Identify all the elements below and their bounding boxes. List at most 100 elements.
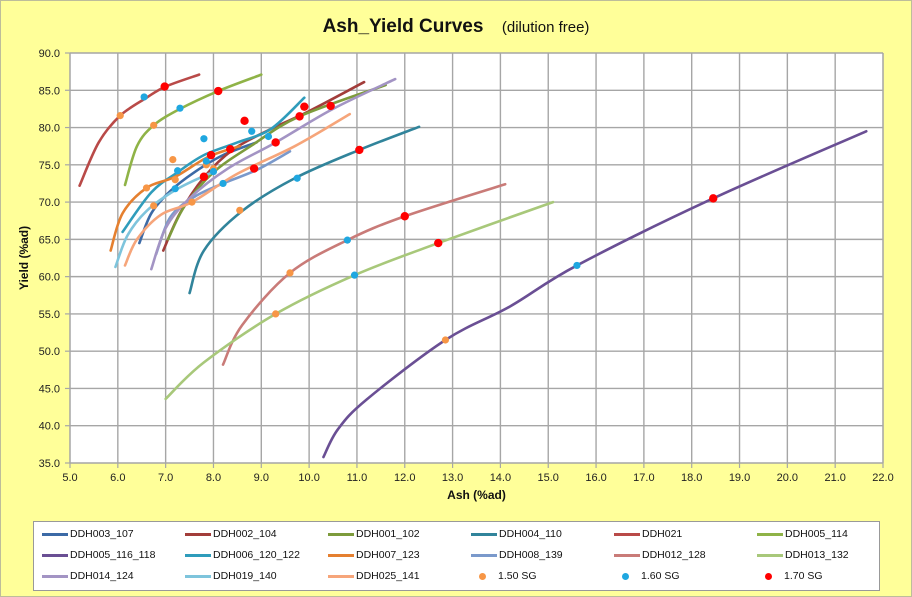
legend-item: 1.50 SG — [471, 570, 537, 582]
y-tick-label: 55.0 — [39, 309, 60, 321]
legend-dot-icon — [765, 572, 772, 580]
legend-item: DDH025_141 — [328, 570, 420, 582]
x-tick-label: 19.0 — [729, 472, 750, 484]
legend-item: DDH021 — [614, 528, 682, 540]
marker-1-60-sg — [200, 135, 208, 143]
marker-1-70-sg — [214, 86, 223, 96]
legend-item: DDH013_132 — [757, 549, 849, 561]
y-tick-label: 45.0 — [39, 383, 60, 395]
legend-item: 1.60 SG — [614, 570, 680, 582]
sg-markers — [116, 82, 718, 344]
x-tick-label: 13.0 — [442, 472, 463, 484]
y-tick-label: 75.0 — [39, 160, 60, 172]
y-tick-label: 70.0 — [39, 197, 60, 209]
legend-item: 1.70 SG — [757, 570, 823, 582]
marker-1-60-sg — [248, 127, 256, 135]
legend-line-icon — [42, 532, 68, 536]
legend-item: DDH002_104 — [185, 528, 277, 540]
y-tick-label: 65.0 — [39, 234, 60, 246]
plot-background — [70, 53, 883, 463]
legend-label: DDH012_128 — [642, 549, 706, 561]
x-tick-label: 17.0 — [633, 472, 654, 484]
legend-line-icon — [328, 574, 354, 578]
marker-1-60-sg — [176, 104, 184, 112]
y-axis-label: Yield (%ad) — [17, 226, 31, 290]
legend-item: DDH014_124 — [42, 570, 134, 582]
series-line-ddh008_139 — [154, 150, 292, 256]
marker-1-60-sg — [264, 132, 273, 141]
legend-label: 1.70 SG — [784, 570, 823, 582]
marker-1-70-sg — [400, 212, 409, 221]
marker-1-50-sg — [150, 121, 158, 129]
marker-1-70-sg — [206, 150, 216, 160]
marker-1-60-sg — [174, 167, 182, 175]
x-axis-label: Ash (%ad) — [447, 488, 506, 502]
series-line-ddh012_128 — [221, 182, 507, 366]
x-tick-label: 15.0 — [538, 472, 559, 484]
legend-label: 1.60 SG — [641, 570, 680, 582]
legend-dot-icon — [479, 572, 486, 580]
marker-1-70-sg — [709, 194, 718, 203]
y-tick-label: 35.0 — [39, 458, 60, 470]
legend-line-icon — [328, 553, 354, 557]
legend-label: DDH006_120_122 — [213, 549, 300, 561]
marker-1-50-sg — [150, 202, 158, 210]
legend-line-icon — [42, 553, 68, 557]
legend-item: DDH012_128 — [614, 549, 706, 561]
legend-label: DDH014_124 — [70, 570, 134, 582]
marker-1-60-sg — [219, 179, 227, 188]
marker-1-70-sg — [199, 172, 209, 181]
legend-label: DDH019_140 — [213, 570, 277, 582]
legend-label: DDH013_132 — [785, 549, 849, 561]
legend: DDH003_107 DDH002_104 DDH001_102 DDH004_110… — [33, 521, 880, 591]
series-line-ddh004_110 — [188, 125, 421, 295]
legend-item: DDH007_123 — [328, 549, 420, 561]
legend-line-icon — [757, 553, 783, 557]
x-tick-label: 21.0 — [824, 472, 845, 484]
legend-item: DDH003_107 — [42, 528, 134, 540]
legend-label: DDH001_102 — [356, 528, 420, 540]
x-tick-label: 12.0 — [394, 472, 415, 484]
legend-label: DDH005_116_118 — [70, 549, 156, 561]
marker-1-60-sg — [293, 174, 301, 182]
marker-1-50-sg — [236, 206, 244, 214]
legend-line-icon — [185, 553, 211, 557]
marker-1-50-sg — [272, 310, 280, 318]
legend-label: 1.50 SG — [498, 570, 537, 582]
marker-1-70-sg — [300, 102, 309, 111]
marker-1-70-sg — [226, 144, 235, 154]
chart-title-main: Ash_Yield Curves — [322, 16, 484, 37]
marker-1-50-sg — [116, 112, 124, 120]
legend-label: DDH008_139 — [499, 549, 563, 561]
x-tick-label: 14.0 — [490, 472, 511, 484]
legend-dot-icon — [622, 572, 629, 580]
y-tick-label: 50.0 — [39, 346, 60, 358]
marker-1-60-sg — [171, 185, 179, 193]
marker-1-50-sg — [188, 198, 196, 206]
x-tick-label: 22.0 — [872, 472, 893, 484]
marker-1-50-sg — [286, 269, 294, 277]
legend-line-icon — [757, 532, 783, 536]
legend-line-icon — [614, 553, 640, 557]
marker-1-60-sg — [350, 271, 359, 279]
x-tick-label: 9.0 — [254, 472, 269, 484]
marker-1-70-sg — [434, 238, 443, 248]
marker-1-50-sg — [142, 184, 151, 192]
marker-1-70-sg — [326, 101, 335, 111]
marker-1-70-sg — [240, 116, 249, 126]
legend-label: DDH021 — [642, 528, 683, 540]
legend-item: DDH004_110 — [471, 528, 562, 540]
x-tick-label: 7.0 — [158, 472, 173, 484]
y-tick-label: 80.0 — [39, 123, 60, 135]
legend-item: DDH005_116_118 — [42, 549, 155, 561]
y-tick-label: 40.0 — [39, 421, 60, 433]
marker-1-70-sg — [271, 138, 280, 147]
legend-label: DDH007_123 — [356, 549, 420, 561]
series-line-ddh006_120_122 — [121, 96, 306, 234]
series-line-ddh001_102 — [166, 83, 387, 241]
x-tick-label: 10.0 — [298, 472, 319, 484]
marker-1-70-sg — [249, 164, 259, 173]
marker-1-60-sg — [209, 167, 218, 176]
marker-1-60-sg — [343, 236, 351, 244]
x-tick-label: 16.0 — [585, 472, 606, 484]
